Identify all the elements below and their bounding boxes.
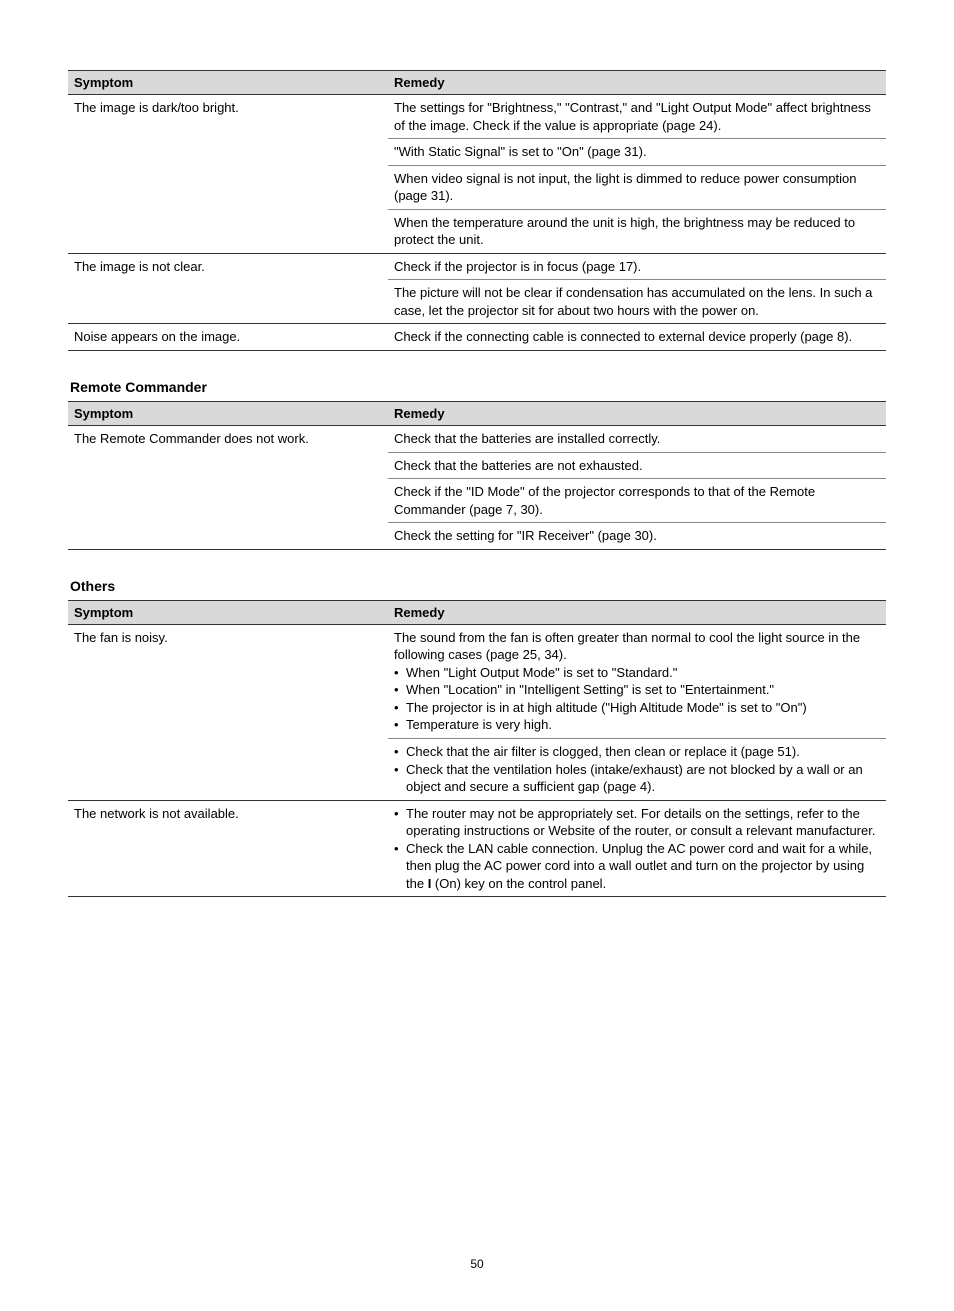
col-symptom: Symptom bbox=[68, 71, 388, 95]
symptom-cell: The network is not available. bbox=[68, 800, 388, 897]
table1-body: The image is dark/too bright.The setting… bbox=[68, 95, 886, 351]
symptom-cell: Noise appears on the image. bbox=[68, 324, 388, 351]
remedy-cell: The sound from the fan is often greater … bbox=[388, 624, 886, 738]
remedy-cell: The picture will not be clear if condens… bbox=[388, 280, 886, 324]
col-remedy: Remedy bbox=[388, 600, 886, 624]
remedy-cell: Check that the air filter is clogged, th… bbox=[388, 739, 886, 801]
remedy-cell: Check that the batteries are not exhaust… bbox=[388, 452, 886, 479]
remedy-cell: Check if the connecting cable is connect… bbox=[388, 324, 886, 351]
symptom-cell: The image is not clear. bbox=[68, 253, 388, 324]
remedy-cell: Check if the projector is in focus (page… bbox=[388, 253, 886, 280]
remedy-cell: Check the setting for "IR Receiver" (pag… bbox=[388, 523, 886, 550]
remedy-cell: The router may not be appropriately set.… bbox=[388, 800, 886, 897]
remedy-cell: When the temperature around the unit is … bbox=[388, 209, 886, 253]
remedy-cell: Check if the "ID Mode" of the projector … bbox=[388, 479, 886, 523]
remedy-cell: Check that the batteries are installed c… bbox=[388, 426, 886, 453]
page-number: 50 bbox=[68, 1257, 886, 1271]
symptom-cell: The image is dark/too bright. bbox=[68, 95, 388, 254]
col-remedy: Remedy bbox=[388, 402, 886, 426]
col-remedy: Remedy bbox=[388, 71, 886, 95]
table2-body: The Remote Commander does not work.Check… bbox=[68, 426, 886, 550]
heading-remote-commander: Remote Commander bbox=[70, 379, 886, 395]
troubleshoot-table-remote: Symptom Remedy The Remote Commander does… bbox=[68, 401, 886, 550]
remedy-cell: "With Static Signal" is set to "On" (pag… bbox=[388, 139, 886, 166]
heading-others: Others bbox=[70, 578, 886, 594]
col-symptom: Symptom bbox=[68, 402, 388, 426]
col-symptom: Symptom bbox=[68, 600, 388, 624]
remedy-cell: The settings for "Brightness," "Contrast… bbox=[388, 95, 886, 139]
troubleshoot-table-others: Symptom Remedy The fan is noisy.The soun… bbox=[68, 600, 886, 898]
troubleshoot-table-image: Symptom Remedy The image is dark/too bri… bbox=[68, 70, 886, 351]
table3-body: The fan is noisy.The sound from the fan … bbox=[68, 624, 886, 897]
symptom-cell: The Remote Commander does not work. bbox=[68, 426, 388, 550]
symptom-cell: The fan is noisy. bbox=[68, 624, 388, 800]
remedy-cell: When video signal is not input, the ligh… bbox=[388, 165, 886, 209]
